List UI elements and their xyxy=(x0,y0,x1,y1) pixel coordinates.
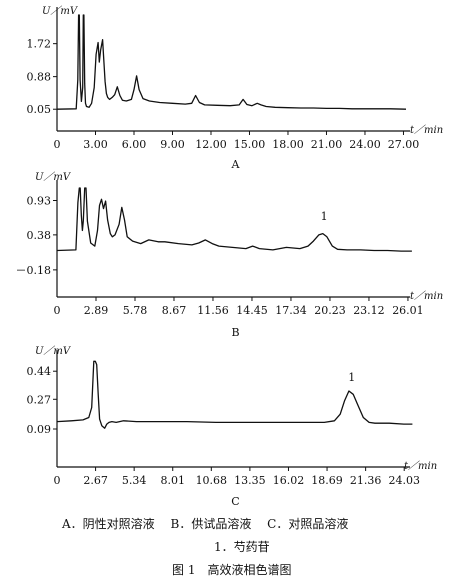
x-tick-label-b: 5.78 xyxy=(123,304,148,317)
panel-letter-a: A xyxy=(231,158,241,171)
y-tick-label-c: 0.27 xyxy=(27,393,52,406)
x-tick-label-b: 23.12 xyxy=(353,304,385,317)
legend-item-a: A．阴性对照溶液 xyxy=(61,516,155,531)
figure-caption: 图 1 高效液相色谱图 xyxy=(172,562,291,577)
y-axis-unit-a: U／mV xyxy=(42,5,79,17)
x-tick-label-c: 18.69 xyxy=(311,474,343,487)
y-axis-unit-c: U／mV xyxy=(35,345,72,357)
x-tick-label-a: 12.00 xyxy=(195,138,227,151)
x-tick-label-a: 0 xyxy=(54,138,61,151)
peak-label-c: 1 xyxy=(348,371,355,384)
x-tick-label-c: 8.01 xyxy=(160,474,185,487)
y-axis-unit-b: U／mV xyxy=(35,171,72,183)
y-tick-label-b: 0.93 xyxy=(27,195,52,208)
y-tick-label-c: 0.44 xyxy=(27,365,52,378)
y-tick-label-b: 0.38 xyxy=(27,229,52,242)
y-tick-label-a: 1.72 xyxy=(27,38,52,51)
x-tick-label-a: 15.00 xyxy=(234,138,266,151)
y-tick-label-a: 0.05 xyxy=(27,103,52,116)
x-tick-label-c: 24.03 xyxy=(388,474,420,487)
chromatogram-trace-b xyxy=(56,187,412,252)
chromatogram-panel-a: 1.72 0.88 0.05 0 3.00 6.00 9.00 12.00 15.00 18.00… xyxy=(27,5,444,171)
x-axis-unit-a: t／min xyxy=(410,124,443,136)
chromatogram-panel-c: 0.44 0.27 0.09 0 2.67 5.34 8.01 10.68 13.35 16.02… xyxy=(27,345,438,508)
x-tick-label-c: 5.34 xyxy=(122,474,147,487)
panel-letter-c: C xyxy=(231,495,239,508)
x-tick-label-a: 6.00 xyxy=(122,138,147,151)
x-tick-label-c: 21.36 xyxy=(350,474,382,487)
panel-letter-b: B xyxy=(231,326,239,339)
x-tick-label-a: 24.00 xyxy=(349,138,381,151)
x-tick-label-c: 0 xyxy=(54,474,61,487)
x-tick-label-b: 0 xyxy=(54,304,61,317)
x-tick-label-a: 9.00 xyxy=(160,138,185,151)
x-tick-label-b: 8.67 xyxy=(162,304,187,317)
x-tick-label-b: 14.45 xyxy=(236,304,268,317)
x-tick-label-b: 26.01 xyxy=(392,304,424,317)
peak-label-b: 1 xyxy=(321,210,328,223)
x-tick-label-a: 18.00 xyxy=(272,138,304,151)
x-tick-label-c: 10.68 xyxy=(196,474,228,487)
x-tick-label-b: 11.56 xyxy=(197,304,229,317)
x-tick-label-a: 27.00 xyxy=(388,138,420,151)
x-tick-label-c: 2.67 xyxy=(83,474,108,487)
legend-peak-1: 1．芍药苷 xyxy=(214,540,270,554)
legend-item-c: C．对照品溶液 xyxy=(267,516,348,531)
x-tick-label-a: 3.00 xyxy=(83,138,108,151)
legend-line: A．阴性对照溶液 B．供试品溶液 C．对照品溶液 xyxy=(61,516,348,531)
y-tick-label-a: 0.88 xyxy=(27,71,52,84)
chromatogram-trace-a xyxy=(56,14,407,110)
x-tick-label-c: 16.02 xyxy=(273,474,305,487)
x-axis-unit-b: t／min xyxy=(410,290,443,302)
y-tick-label-c: 0.09 xyxy=(27,423,52,436)
x-tick-label-b: 20.23 xyxy=(314,304,346,317)
y-tick-label-b: －0.18 xyxy=(16,264,52,277)
x-tick-label-b: 2.89 xyxy=(84,304,109,317)
chromatogram-trace-c xyxy=(56,360,413,429)
x-tick-label-c: 13.35 xyxy=(234,474,266,487)
x-axis-unit-c: t／min xyxy=(404,460,437,472)
x-tick-label-a: 21.00 xyxy=(311,138,343,151)
legend-item-b: B．供试品溶液 xyxy=(171,516,252,531)
x-tick-label-b: 17.34 xyxy=(275,304,307,317)
chromatogram-panel-b: 0.93 0.38 －0.18 0 2.89 5.78 8.67 11.56 14.45 17.3… xyxy=(16,171,444,339)
